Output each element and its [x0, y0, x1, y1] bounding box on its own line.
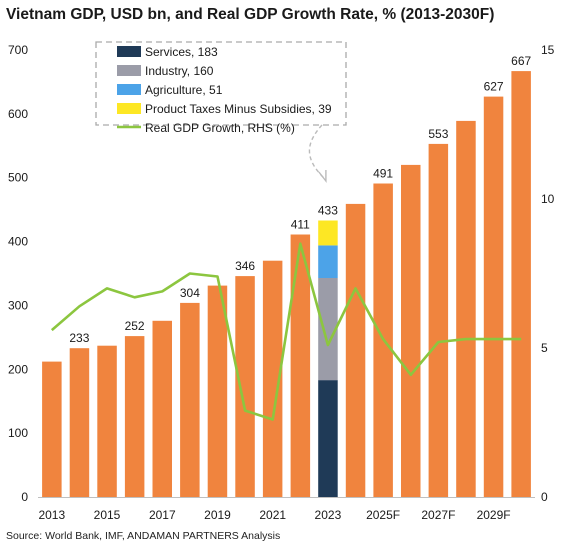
stacked-2023-bar [318, 220, 338, 497]
x-tick-label: 2025F [366, 508, 400, 522]
x-tick-label: 2021 [259, 508, 286, 522]
y-right-tick-label: 10 [541, 192, 555, 206]
bar-2019 [207, 285, 228, 497]
bar-2024F [345, 203, 366, 497]
x-tick-label: 2027F [421, 508, 455, 522]
bar-2020 [235, 276, 255, 497]
data-label-2020: 346 [235, 259, 255, 273]
legend-label-agriculture: Agriculture, 51 [145, 83, 223, 97]
callout-arrow [308, 124, 325, 179]
y-left-tick-label: 300 [8, 298, 28, 312]
data-labels-layer: 233 252 304 346 411 433 491 553 627 667 [69, 54, 531, 345]
callout-arrowhead [318, 170, 327, 184]
bar-2022 [290, 234, 311, 497]
data-label-2016: 252 [125, 319, 145, 333]
y-left-tick-label: 700 [8, 43, 28, 57]
bar-2027F [428, 143, 449, 497]
growth-line-layer [50, 242, 522, 421]
y-left-tick-label: 500 [8, 171, 28, 185]
y-left-tick-label: 600 [8, 107, 28, 121]
legend-label-growth: Real GDP Growth, RHS (%) [145, 121, 295, 135]
x-tick-label: 2017 [149, 508, 176, 522]
legend-swatch-agriculture [117, 84, 141, 95]
axes-layer: 2013 2015 2017 2019 2021 2023 2025F 2027F 2029F 0… [8, 43, 555, 522]
y-left-tick-label: 0 [21, 490, 28, 504]
bar-2026F [401, 164, 421, 497]
bar-2029F [483, 96, 504, 497]
stack-segment-agriculture [318, 245, 338, 278]
x-tick-label: 2019 [204, 508, 231, 522]
bar-2015 [97, 345, 117, 497]
source-note: Source: World Bank, IMF, ANDAMAN PARTNER… [6, 530, 281, 542]
bar-2014 [69, 348, 90, 497]
stack-segment-services [318, 380, 338, 497]
chart-title: Vietnam GDP, USD bn, and Real GDP Growth… [6, 6, 495, 23]
y-left-tick-label: 200 [8, 362, 28, 376]
bars-layer [42, 71, 531, 498]
bar-2018 [180, 302, 200, 497]
x-tick-label: 2023 [315, 508, 342, 522]
legend-swatch-services [117, 46, 141, 57]
y-right-tick-label: 0 [541, 490, 548, 504]
bar-2028F [456, 120, 476, 498]
data-label-2014: 233 [69, 331, 89, 345]
legend-label-services: Services, 183 [145, 45, 218, 59]
legend-label-product_taxes: Product Taxes Minus Subsidies, 39 [145, 102, 332, 116]
x-tick-label: 2015 [94, 508, 121, 522]
legend-swatch-product_taxes [117, 103, 141, 114]
legend-label-industry: Industry, 160 [145, 64, 214, 78]
data-label-2023: 433 [318, 204, 338, 218]
legend-swatch-industry [117, 65, 141, 76]
bar-2030F [511, 71, 531, 497]
data-label-2027F: 553 [428, 127, 448, 141]
data-label-2030F: 667 [511, 54, 531, 68]
y-right-tick-label: 5 [541, 341, 548, 355]
y-left-tick-label: 100 [8, 426, 28, 440]
y-left-tick-label: 400 [8, 235, 28, 249]
x-tick-label: 2029F [477, 508, 511, 522]
y-right-tick-label: 15 [541, 43, 555, 57]
bar-2017 [152, 320, 172, 497]
bar-2013 [42, 361, 62, 497]
growth-line [50, 242, 522, 421]
stack-segment-product_taxes [318, 220, 338, 246]
bar-2016 [124, 336, 145, 497]
legend: Services, 183 Industry, 160 Agriculture, 5… [95, 41, 347, 184]
x-tick-label: 2013 [38, 508, 65, 522]
bar-2021 [262, 260, 283, 497]
data-label-2029F: 627 [484, 80, 504, 94]
data-label-2025F: 491 [373, 167, 393, 181]
data-label-2018: 304 [180, 286, 200, 300]
data-label-2022: 411 [291, 218, 310, 232]
stack-segment-industry [318, 278, 338, 381]
legend-dashed-box [95, 41, 347, 126]
